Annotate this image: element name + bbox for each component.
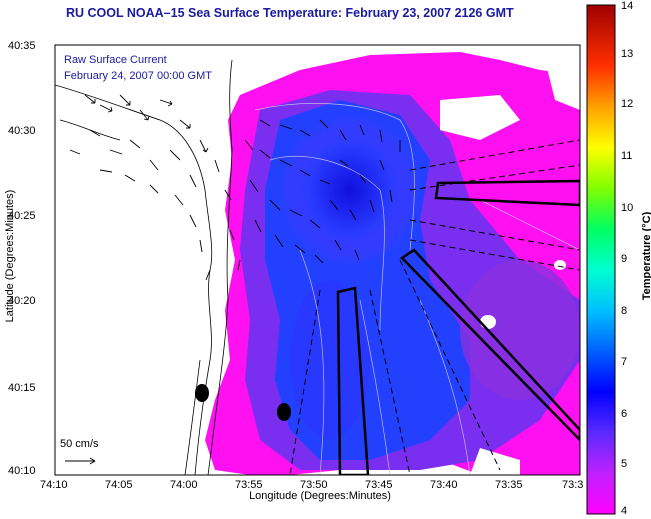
- plot-frame: [54, 44, 581, 476]
- radial-lines: [289, 139, 580, 475]
- colorbar-tick: 5: [621, 458, 628, 470]
- colorbar-tick: 14: [621, 0, 634, 12]
- x-tick: 73:40: [430, 479, 458, 491]
- colorbar-label: Temperature (°C): [641, 211, 651, 301]
- colorbar: [586, 4, 616, 515]
- colorbar-tick: 11: [621, 150, 633, 162]
- colorbar-tick: 13: [621, 48, 634, 60]
- x-tick: 74:10: [40, 479, 68, 491]
- y-tick: 40:25: [8, 210, 36, 222]
- x-tick: 73:35: [495, 479, 523, 491]
- x-tick: 74:00: [170, 479, 198, 491]
- transect-boxes: [336, 179, 580, 475]
- colorbar-tick: 6: [621, 408, 628, 420]
- y-tick: 40:20: [8, 295, 36, 307]
- colorbar-tick: 4: [621, 505, 628, 517]
- colorbar-tick: 12: [621, 98, 634, 110]
- station-marker: [195, 384, 209, 402]
- y-tick: 40:15: [8, 382, 36, 394]
- station-marker: [277, 403, 291, 421]
- x-tick: 73:50: [300, 479, 328, 491]
- colorbar-tick: 10: [621, 202, 634, 214]
- colorbar-tick: 9: [621, 253, 628, 265]
- colorbar-tick: 8: [621, 305, 628, 317]
- x-axis-label: Longitude (Degrees:Minutes): [249, 490, 391, 502]
- current-vectors: [69, 94, 401, 281]
- map-title: RU COOL NOAA–15 Sea Surface Temperature:…: [66, 6, 514, 20]
- sst-field: [205, 52, 580, 475]
- scale-arrow: [65, 457, 96, 465]
- y-tick: 40:10: [8, 465, 36, 477]
- x-tick: 73:45: [365, 479, 393, 491]
- current-label-line1: Raw Surface Current: [64, 54, 167, 66]
- colorbar-tick: 7: [621, 356, 628, 368]
- y-tick: 40:30: [8, 125, 36, 137]
- x-tick: 73:55: [235, 479, 263, 491]
- current-label-line2: February 24, 2007 00:00 GMT: [64, 70, 212, 82]
- bathymetry-contours: [254, 103, 580, 475]
- coastline: [55, 59, 233, 475]
- x-tick: 73:3: [562, 479, 584, 491]
- x-tick: 74:05: [105, 479, 133, 491]
- y-axis-label: Latitude (Degrees:Minutes): [4, 189, 16, 323]
- scale-label: 50 cm/s: [60, 438, 99, 450]
- y-tick: 40:35: [8, 40, 36, 52]
